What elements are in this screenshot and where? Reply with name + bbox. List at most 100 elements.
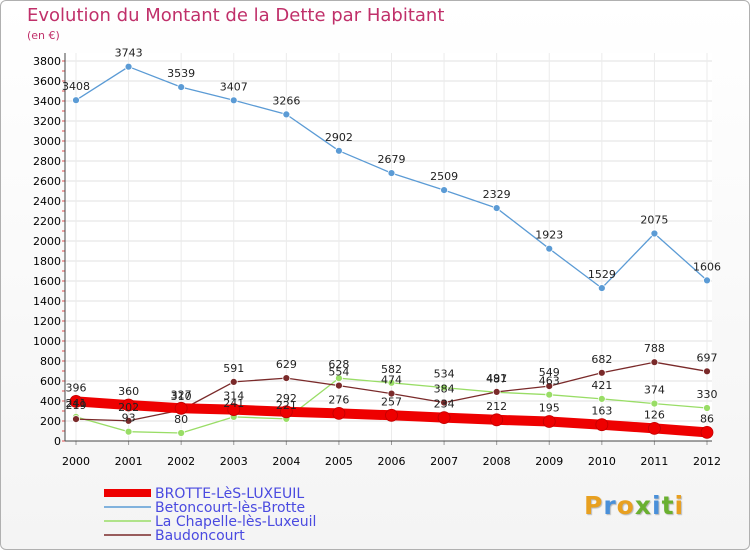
legend-label: BROTTE-LèS-LUXEUIL [155, 486, 304, 502]
data-point [437, 411, 451, 425]
data-label: 314 [223, 390, 244, 403]
data-label: 80 [174, 413, 188, 426]
data-point [72, 415, 80, 424]
data-label: 582 [381, 363, 402, 376]
data-label: 93 [122, 412, 136, 425]
data-point [124, 427, 133, 436]
y-tick-label: 400 [40, 395, 61, 408]
data-label: 384 [434, 383, 455, 396]
x-tick-label: 2006 [378, 455, 406, 468]
data-label: 3407 [220, 80, 248, 93]
data-label: 697 [697, 351, 718, 364]
data-label: 1529 [588, 268, 616, 281]
data-point [282, 110, 291, 119]
data-point [335, 381, 343, 390]
x-tick-label: 2007 [430, 455, 458, 468]
data-point [72, 96, 80, 105]
y-tick-label: 2000 [33, 235, 61, 248]
data-point [545, 244, 554, 253]
data-label: 2075 [640, 214, 668, 227]
data-label: 276 [328, 393, 349, 406]
x-tick-label: 2003 [220, 455, 248, 468]
proxiti-logo: Proxiti [584, 491, 685, 520]
data-label: 2902 [325, 131, 353, 144]
x-tick-label: 2001 [115, 455, 143, 468]
data-point [440, 186, 448, 195]
y-tick-label: 1800 [33, 255, 61, 268]
y-tick-label: 2800 [33, 155, 61, 168]
y-tick-label: 1200 [33, 315, 61, 328]
data-point [703, 404, 711, 412]
data-label: 1923 [535, 229, 563, 242]
data-point [69, 394, 83, 408]
data-point [174, 401, 188, 415]
data-label: 1606 [693, 260, 721, 273]
chart-unit: (en €) [27, 29, 60, 42]
x-tick-label: 2008 [483, 455, 511, 468]
data-label: 374 [644, 384, 665, 397]
x-tick-label: 2002 [167, 455, 195, 468]
data-point [650, 358, 659, 367]
legend-label: La Chapelle-lès-Luxeuil [155, 514, 316, 530]
data-label: 3266 [272, 94, 300, 107]
data-point [229, 377, 238, 386]
data-point [492, 387, 501, 396]
data-point [335, 146, 343, 155]
data-point [545, 390, 554, 399]
data-label: 3408 [62, 80, 90, 93]
data-label: 487 [486, 372, 507, 385]
data-label: 2329 [483, 188, 511, 201]
data-point [282, 374, 291, 383]
data-point [387, 169, 396, 178]
data-point [597, 368, 606, 377]
data-point [703, 276, 711, 285]
data-point [124, 416, 133, 425]
data-label: 591 [223, 362, 244, 375]
plot-area [65, 53, 712, 441]
y-tick-label: 3400 [33, 95, 61, 108]
data-point [122, 398, 135, 412]
data-point [648, 421, 661, 435]
data-point [703, 367, 711, 376]
data-point [387, 378, 396, 387]
legend-label: Baudoncourt [155, 528, 245, 544]
data-label: 330 [697, 388, 718, 401]
data-label: 257 [381, 395, 402, 408]
data-label: 682 [591, 353, 612, 366]
data-point [177, 429, 186, 437]
data-label: 195 [539, 402, 560, 415]
data-point [440, 398, 448, 407]
data-label: 2509 [430, 170, 458, 183]
data-point [490, 413, 504, 427]
y-tick-label: 2400 [33, 195, 61, 208]
data-point [177, 83, 186, 91]
data-label: 241 [66, 397, 87, 410]
y-tick-label: 3800 [33, 55, 61, 68]
x-tick-label: 2010 [588, 455, 616, 468]
data-label: 202 [118, 401, 139, 414]
data-label: 163 [591, 405, 612, 418]
y-tick-label: 800 [40, 355, 61, 368]
data-point [650, 399, 659, 408]
data-label: 212 [486, 400, 507, 413]
chart-title: Evolution du Montant de la Dette par Hab… [27, 5, 445, 26]
data-label: 241 [223, 397, 244, 410]
data-label: 2679 [378, 153, 406, 166]
y-tick-label: 1600 [33, 275, 61, 288]
data-label: 534 [434, 368, 455, 381]
data-label: 3539 [167, 67, 195, 80]
legend-label: Betoncourt-lès-Brotte [155, 500, 305, 516]
data-label: 396 [66, 381, 87, 394]
data-label: 474 [381, 374, 402, 387]
data-point [597, 284, 606, 293]
data-label: 629 [276, 358, 297, 371]
data-label: 491 [486, 372, 507, 385]
y-tick-label: 0 [54, 435, 61, 448]
y-tick-label: 3600 [33, 75, 61, 88]
data-point [279, 405, 293, 419]
x-tick-label: 2009 [535, 455, 563, 468]
data-label: 234 [434, 398, 455, 411]
data-label: 360 [118, 385, 139, 398]
y-tick-label: 2200 [33, 215, 61, 228]
